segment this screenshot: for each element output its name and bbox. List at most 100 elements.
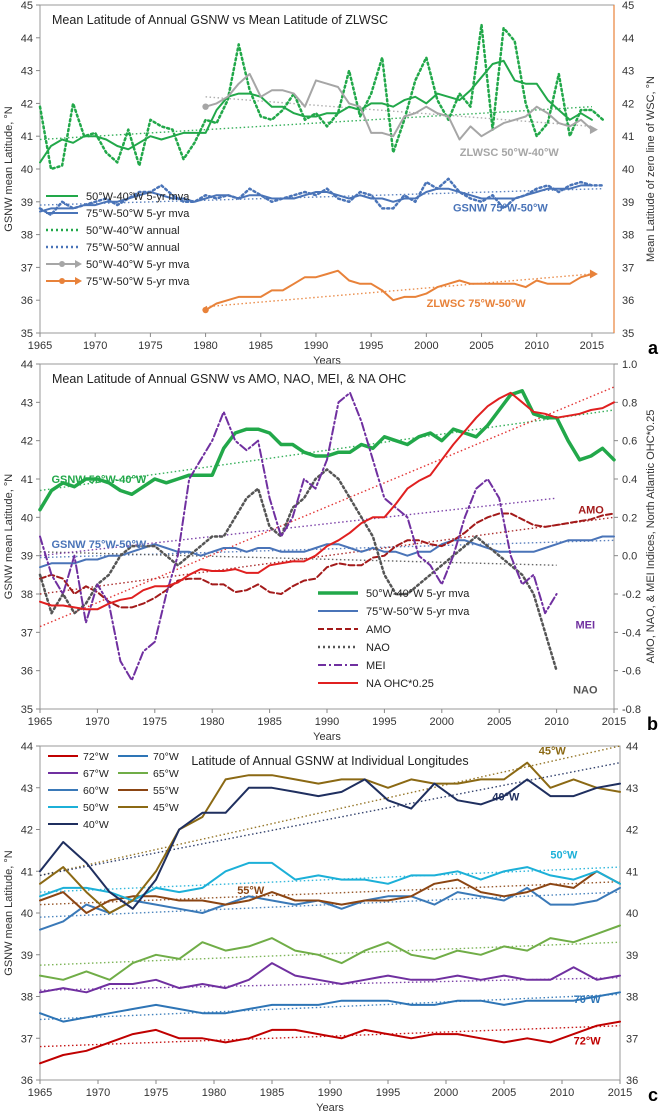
legend-entry: 60°W bbox=[83, 785, 109, 797]
plot-frame bbox=[39, 745, 621, 1081]
y-right-tick-label: 44 bbox=[626, 741, 638, 753]
legend-entry: 65°W bbox=[153, 768, 179, 780]
y-right-tick-label: 45 bbox=[622, 0, 634, 12]
trend-line-amo bbox=[39, 516, 615, 595]
series-line-ohc bbox=[39, 391, 615, 611]
x-tick-label: 1965 bbox=[28, 340, 52, 352]
x-axis-label: Years bbox=[316, 1102, 344, 1112]
legend-entry: 75°W-50°W 5-yr mva bbox=[86, 208, 190, 220]
series-line-zl_n bbox=[204, 72, 593, 141]
x-tick-label: 1985 bbox=[260, 1087, 284, 1099]
series-annotation: 72°W bbox=[574, 1036, 602, 1048]
series-annotation: GSNW 50°W-40°W bbox=[51, 474, 146, 486]
trend-line-w40 bbox=[39, 762, 621, 877]
y-right-tick-label: 1.0 bbox=[622, 359, 637, 371]
y-tick-label: 43 bbox=[21, 397, 33, 409]
legend-entry: 50°W-40°W 5-yr mva bbox=[366, 588, 470, 600]
series-line-nao bbox=[38, 468, 558, 672]
x-axis-label: Years bbox=[313, 355, 341, 367]
y-right-tick-label: 0.4 bbox=[622, 474, 637, 486]
trend-line-mei bbox=[39, 497, 557, 557]
series-line-mei bbox=[39, 391, 558, 682]
y-tick-label: 42 bbox=[21, 436, 33, 448]
y-tick-label: 43 bbox=[21, 66, 33, 78]
x-tick-label: 1995 bbox=[372, 716, 396, 728]
legend-arrow bbox=[75, 260, 82, 268]
trend-line-w60 bbox=[39, 891, 621, 918]
y-tick-label: 39 bbox=[21, 950, 33, 962]
trend-line-w70 bbox=[39, 993, 621, 1021]
trend-line-ohc bbox=[39, 386, 615, 628]
y-tick-label: 39 bbox=[21, 551, 33, 563]
series-annotation: GSNW 75°W-50°W bbox=[51, 539, 146, 551]
x-tick-label: 1965 bbox=[28, 1087, 52, 1099]
y-tick-label: 44 bbox=[21, 33, 33, 45]
y-tick-label: 37 bbox=[21, 262, 33, 274]
legend-entry: 50°W-40°W 5-yr mva bbox=[86, 259, 190, 271]
y-right-tick-label: 36 bbox=[622, 295, 634, 307]
y-right-tick-label: 43 bbox=[626, 783, 638, 795]
series-annotation: 70°W bbox=[574, 994, 602, 1006]
y-right-tick-label: 41 bbox=[622, 131, 634, 143]
x-tick-label: 2010 bbox=[524, 340, 548, 352]
series-annotation: 40°W bbox=[492, 791, 520, 803]
legend-entry: NAO bbox=[366, 642, 390, 654]
x-tick-label: 1975 bbox=[143, 716, 167, 728]
x-tick-label: 2005 bbox=[469, 340, 493, 352]
y-right-tick-label: 0.6 bbox=[622, 436, 637, 448]
legend-marker bbox=[59, 261, 65, 267]
y-tick-label: 44 bbox=[21, 741, 33, 753]
y-right-tick-label: 44 bbox=[622, 33, 634, 45]
legend-entry: 75°W-50°W 5-yr mva bbox=[86, 276, 190, 288]
series-line-ga bbox=[38, 23, 605, 171]
y-right-tick-label: 36 bbox=[626, 1075, 638, 1087]
panel-letter: c bbox=[648, 1085, 658, 1105]
legend-entry: 70°W bbox=[153, 751, 179, 763]
y-right-tick-label: 42 bbox=[622, 98, 634, 110]
y-tick-label: 38 bbox=[21, 230, 33, 242]
y-tick-label: 36 bbox=[21, 1075, 33, 1087]
y-tick-label: 35 bbox=[21, 704, 33, 716]
x-tick-label: 1975 bbox=[144, 1087, 168, 1099]
plot-frame bbox=[39, 363, 615, 710]
y-tick-label: 38 bbox=[21, 589, 33, 601]
x-tick-label: 1990 bbox=[318, 1087, 342, 1099]
x-tick-label: 1995 bbox=[359, 340, 383, 352]
y-right-tick-label: 0.2 bbox=[622, 512, 637, 524]
x-tick-label: 1990 bbox=[304, 340, 328, 352]
y-right-axis-label: AMO, NAO, & MEI Indices, North Atlantic … bbox=[645, 410, 657, 664]
series-line-zl_s bbox=[204, 269, 593, 311]
y-tick-label: 40 bbox=[21, 164, 33, 176]
y-tick-label: 43 bbox=[21, 783, 33, 795]
legend-entry: 72°W bbox=[83, 751, 109, 763]
x-tick-label: 1970 bbox=[85, 716, 109, 728]
x-tick-label: 2000 bbox=[434, 1087, 458, 1099]
panel-letter: a bbox=[648, 338, 659, 358]
x-tick-label: 1980 bbox=[193, 340, 217, 352]
chart-panel-c: 1965 1970 1975 1980 1985 1990 1995 2000 2005 2010… bbox=[3, 741, 658, 1112]
y-tick-label: 37 bbox=[21, 627, 33, 639]
trend-line-g5 bbox=[39, 105, 592, 141]
y-tick-label: 39 bbox=[21, 197, 33, 209]
x-tick-label: 2000 bbox=[430, 716, 454, 728]
y-right-tick-label: 42 bbox=[626, 825, 638, 837]
x-tick-label: 2010 bbox=[544, 716, 568, 728]
chart-panel-b: 1965 1970 1975 1980 1985 1990 1995 2000 2005 2010… bbox=[3, 359, 658, 743]
legend-arrow bbox=[75, 277, 82, 285]
series-annotation: GSNW 75°W-50°W bbox=[453, 203, 548, 215]
y-right-tick-label: 43 bbox=[622, 66, 634, 78]
y-right-axis-label: Mean Latitude of zero line of WSC, °N bbox=[645, 76, 657, 262]
y-right-tick-label: 37 bbox=[626, 1033, 638, 1045]
legend-entry: 45°W bbox=[153, 802, 179, 814]
x-tick-label: 1965 bbox=[28, 716, 52, 728]
y-tick-label: 36 bbox=[21, 295, 33, 307]
series-line-w67 bbox=[39, 962, 621, 994]
series-line-w65 bbox=[39, 924, 621, 981]
legend-entry: NA OHC*0.25 bbox=[366, 678, 434, 690]
trend-line-w45 bbox=[39, 745, 621, 877]
trend-line-w67 bbox=[39, 977, 621, 991]
series-annotation: NAO bbox=[573, 685, 598, 697]
legend-entry: 67°W bbox=[83, 768, 109, 780]
y-right-tick-label: 37 bbox=[622, 262, 634, 274]
trend-line-w72 bbox=[39, 1025, 621, 1048]
